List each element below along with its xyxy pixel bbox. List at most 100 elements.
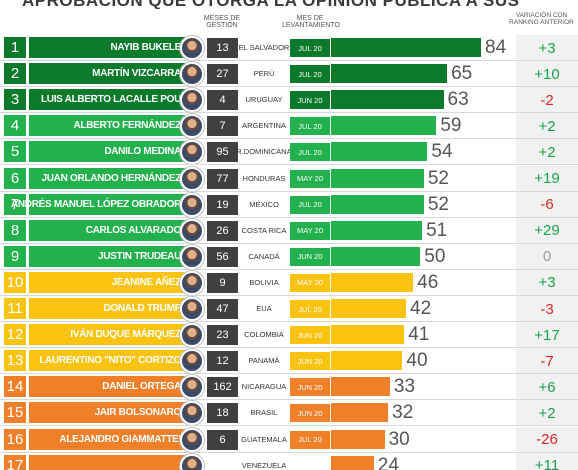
name-band xyxy=(29,324,189,346)
months-badge: 19 xyxy=(207,194,238,215)
approval-bar xyxy=(331,194,424,214)
row-divider xyxy=(0,399,578,401)
approval-value: 24 xyxy=(377,454,399,470)
table-row: 3 LUIS ALBERTO LACALLE POU 4 URUGUAY JUN 20 6… xyxy=(0,87,578,114)
avatar xyxy=(180,427,204,452)
variation-value: +19 xyxy=(534,170,560,187)
approval-value: 33 xyxy=(393,376,416,398)
months-badge: 95 xyxy=(207,142,238,163)
country-label: NICARAGUA xyxy=(241,382,287,392)
country-label: VENEZUELA xyxy=(241,460,287,470)
leader-name xyxy=(29,455,181,470)
rank-badge: 10 xyxy=(4,271,26,293)
avatar xyxy=(180,323,204,348)
approval-bar xyxy=(331,220,423,240)
approval-bar xyxy=(331,272,414,292)
survey-badge: MAY 20 xyxy=(290,273,330,292)
country-label: CANADÁ xyxy=(248,251,280,261)
variation-cell xyxy=(516,165,578,192)
row-divider xyxy=(0,190,578,192)
survey-badge: JUL 20 xyxy=(290,65,330,84)
name-band xyxy=(29,37,189,58)
months-badge: 27 xyxy=(207,64,238,85)
months-badge: 12 xyxy=(207,351,238,372)
leader-name: ANDRÉS MANUEL LÓPEZ OBRADOR xyxy=(10,198,181,210)
rank-badge: 6 xyxy=(4,167,26,189)
variation-value: -2 xyxy=(540,91,554,109)
approval-bar xyxy=(331,38,481,57)
table-row: 5 DANILO MEDINA 95 R.DOMINICANA JUL 20 54 +2 xyxy=(0,139,578,166)
approval-bar xyxy=(331,246,421,266)
survey-badge: JUN 20 xyxy=(290,247,330,266)
name-band xyxy=(29,141,189,163)
survey-badge: JUN 20 xyxy=(290,352,330,371)
name-band xyxy=(29,89,189,111)
country-label: EUA xyxy=(256,304,272,313)
variation-value: +2 xyxy=(538,404,556,422)
approval-bar xyxy=(331,351,403,371)
country-label: COSTA RICA xyxy=(241,225,287,235)
variation-value: 0 xyxy=(542,248,552,266)
avatar xyxy=(180,166,204,191)
name-band xyxy=(29,167,189,189)
months-badge: 26 xyxy=(207,220,238,241)
name-band xyxy=(29,115,189,137)
survey-badge: JUL 20 xyxy=(290,195,330,214)
survey-badge: JUL 20 xyxy=(290,143,330,162)
approval-bar xyxy=(331,403,389,423)
leader-name: DONALD TRUMP xyxy=(103,303,181,314)
months-badge: 18 xyxy=(207,403,238,424)
country-label: MÉXICO xyxy=(249,199,279,209)
leader-name: LAURENTINO "NITO" CORTIZO xyxy=(39,355,181,367)
variation-value: -6 xyxy=(540,196,554,214)
name-band xyxy=(29,376,189,398)
name-band xyxy=(29,402,189,424)
variation-cell xyxy=(516,400,578,427)
months-badge: 77 xyxy=(207,168,238,189)
rank-badge: 15 xyxy=(4,402,26,424)
table-row: 2 MARTÍN VIZCARRA 27 PERÚ JUL 20 65 +10 xyxy=(0,61,578,88)
survey-header: MES DE LEVANTAMIENTO xyxy=(282,15,340,29)
country-label: HONDURAS xyxy=(242,173,286,183)
leader-name: DANIEL ORTEGA xyxy=(102,381,181,393)
survey-badge: MAY 20 xyxy=(290,169,330,188)
months-header: MESES DE GESTIÓN xyxy=(203,15,241,29)
country-label: ARGENTINA xyxy=(242,121,286,131)
variation-cell xyxy=(516,243,578,270)
name-band xyxy=(29,454,189,470)
country-label: BOLIVIA xyxy=(249,277,279,287)
months-badge: 9 xyxy=(207,272,238,293)
variation-value: +2 xyxy=(538,117,556,135)
name-band xyxy=(29,271,189,293)
approval-value: 52 xyxy=(427,193,449,215)
avatar xyxy=(180,140,204,165)
rank-badge: 5 xyxy=(4,141,26,163)
months-badge: 13 xyxy=(207,38,238,58)
months-badge: 6 xyxy=(207,429,238,450)
rank-badge: 14 xyxy=(4,376,26,398)
variation-cell xyxy=(516,35,578,61)
approval-bar xyxy=(331,116,437,136)
approval-bar xyxy=(331,142,428,162)
approval-bar xyxy=(331,168,424,188)
rank-badge: 8 xyxy=(4,219,26,241)
variation-cell xyxy=(516,269,578,296)
leader-name: IVÁN DUQUE MÁRQUEZ xyxy=(70,329,181,341)
table-row: 13 LAURENTINO "NITO" CORTIZO 12 PANAMÁ JUN 2… xyxy=(0,348,578,375)
avatar xyxy=(180,453,204,470)
leader-name: LUIS ALBERTO LACALLE POU xyxy=(40,94,181,106)
approval-value: 52 xyxy=(427,167,449,189)
variation-cell xyxy=(516,113,578,140)
rank-badge: 16 xyxy=(4,428,26,450)
variation-value: +11 xyxy=(534,457,560,470)
survey-badge: JUN 20 xyxy=(290,91,330,110)
country-label: GUATEMALA xyxy=(241,434,287,444)
leader-name: MARTÍN VIZCARRA xyxy=(92,68,181,80)
leader-name: ALBERTO FERNÁNDEZ xyxy=(73,120,182,132)
variation-cell xyxy=(516,217,578,244)
name-band xyxy=(29,63,189,85)
table-row: 17 VENEZUELA 24 +11 xyxy=(0,452,578,470)
rank-badge: 4 xyxy=(4,115,26,137)
approval-bar xyxy=(331,377,390,397)
row-divider xyxy=(0,60,578,61)
